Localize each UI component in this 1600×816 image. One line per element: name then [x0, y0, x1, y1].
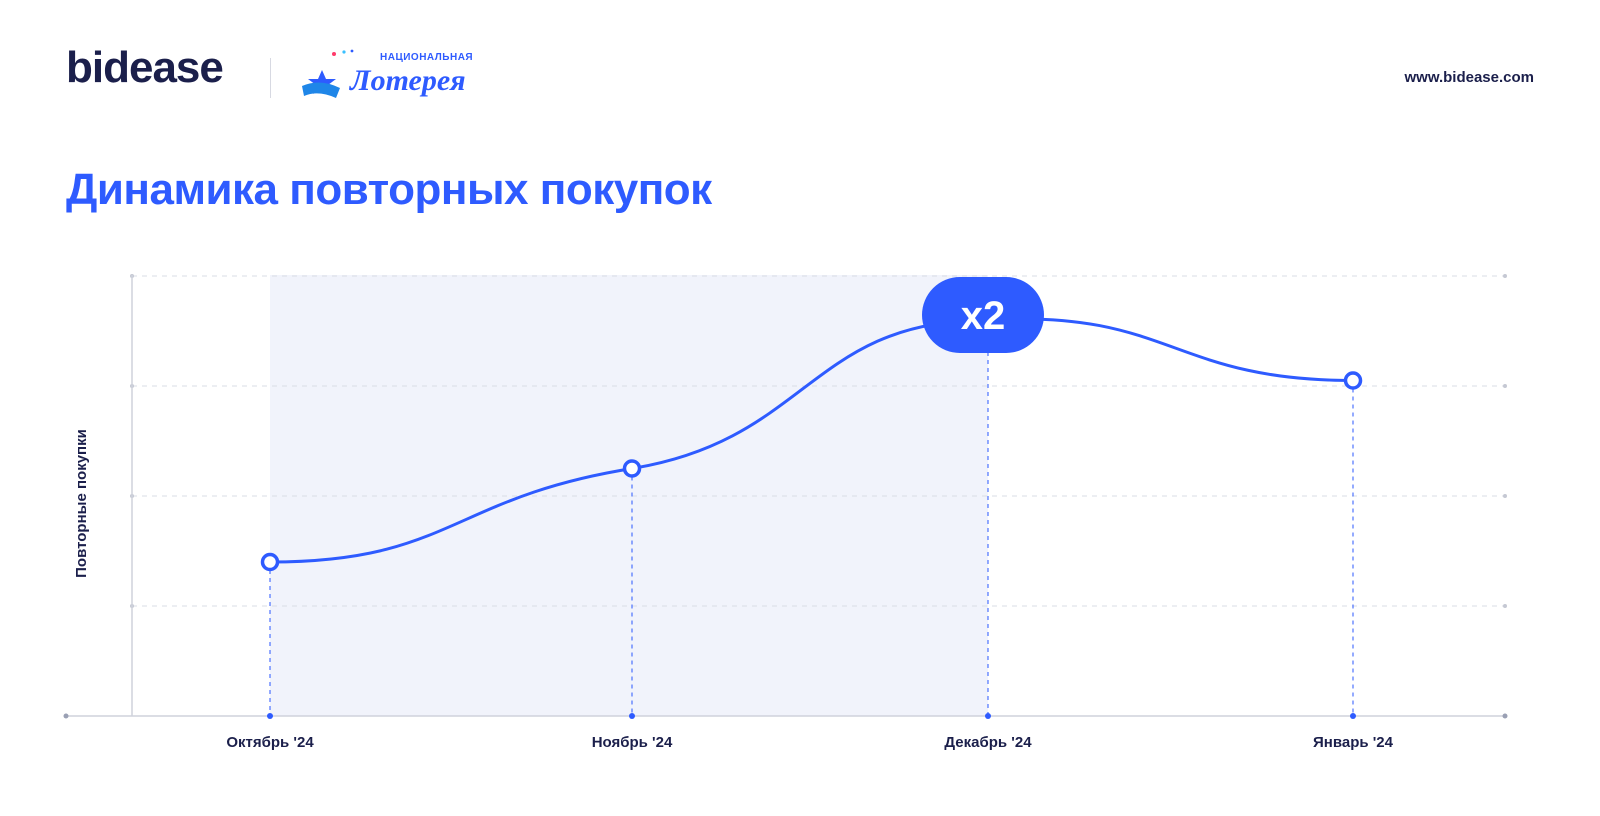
header: bidease НАЦИОНАЛЬНАЯ Лотерея www.bidease…: [0, 0, 1600, 140]
grid-end-dot: [1503, 494, 1507, 498]
x-tick-label: Октябрь '24: [226, 734, 314, 751]
point-markers: [260, 371, 1363, 572]
x-tick-label: Январь '24: [1313, 734, 1394, 751]
partner-script-text: Лотерея: [348, 64, 466, 97]
x-tick-label: Декабрь '24: [944, 734, 1032, 751]
y-axis-label: Повторные покупки: [73, 429, 90, 578]
line-chart-svg: x2 Октябрь '24 Ноябрь '24 Декабрь '24 Январ…: [63, 274, 1508, 751]
x-tick-label: Ноябрь '24: [592, 734, 673, 751]
series-line: [268, 317, 1355, 564]
lottery-logo-graphic: НАЦИОНАЛЬНАЯ Лотерея: [302, 49, 473, 98]
grid-lines: [130, 274, 1507, 608]
point-marker: [1343, 371, 1363, 390]
grid-end-dot: [1503, 384, 1507, 388]
x-axis-start-dot: [63, 713, 69, 719]
x-tick-dot: [629, 713, 635, 719]
site-url[interactable]: www.bidease.com: [1404, 69, 1535, 86]
highlight-band: [270, 275, 988, 716]
annotations: x2: [922, 277, 1044, 353]
grid-end-dot: [1503, 274, 1507, 278]
x2-badge: [922, 277, 1044, 353]
x-tick-dot: [267, 713, 273, 719]
partner-small-text: НАЦИОНАЛЬНАЯ: [380, 52, 473, 63]
axis-dots: [63, 713, 1508, 719]
drop-lines: [269, 320, 1354, 716]
ribbon-icon: [302, 82, 340, 98]
x2-badge-text: x2: [961, 294, 1006, 338]
point-marker: [622, 459, 642, 478]
chart: x2 Октябрь '24 Ноябрь '24 Декабрь '24 Январ…: [0, 260, 1600, 780]
logo-divider: [270, 58, 271, 98]
x-tick-dot: [985, 713, 991, 719]
brand-logo: bidease: [66, 43, 224, 92]
x-tick-labels: Октябрь '24 Ноябрь '24 Декабрь '24 Январь '…: [226, 734, 1393, 751]
x-tick-dot: [1350, 713, 1356, 719]
grid-end-dot: [1503, 604, 1507, 608]
x-axis-end-dot: [1502, 713, 1508, 719]
point-marker: [260, 552, 280, 572]
partner-logo: НАЦИОНАЛЬНАЯ Лотерея: [300, 48, 500, 104]
page-title: Динамика повторных покупок: [66, 165, 712, 214]
